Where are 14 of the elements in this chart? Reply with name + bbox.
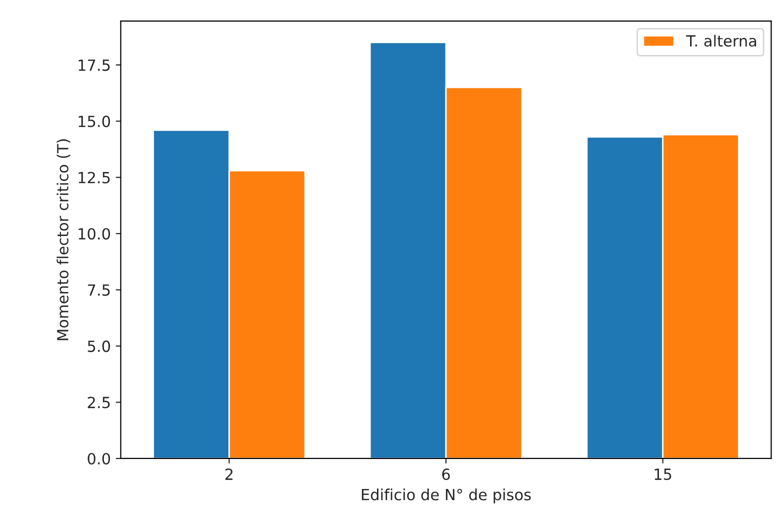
- x-tick-label: 15: [654, 468, 672, 480]
- y-tick-label: 12.5: [78, 172, 110, 184]
- y-tick-label: 15.0: [78, 116, 110, 128]
- y-tick-label: 7.5: [88, 284, 110, 296]
- x-tick-label: 6: [442, 468, 450, 480]
- x-axis-title: Edificio de N° de pisos: [362, 488, 531, 504]
- legend-label: T. alterna: [686, 34, 756, 47]
- y-axis-title: Momento flector critico (T): [56, 139, 70, 340]
- y-tick-label: 17.5: [78, 60, 110, 71]
- y-tick-label: 10.0: [78, 228, 110, 240]
- x-tick-label: 2: [225, 468, 232, 480]
- y-tick-label: 2.5: [88, 396, 110, 408]
- y-tick-label: 0.0: [88, 452, 110, 465]
- y-tick-label: 5.0: [88, 340, 110, 352]
